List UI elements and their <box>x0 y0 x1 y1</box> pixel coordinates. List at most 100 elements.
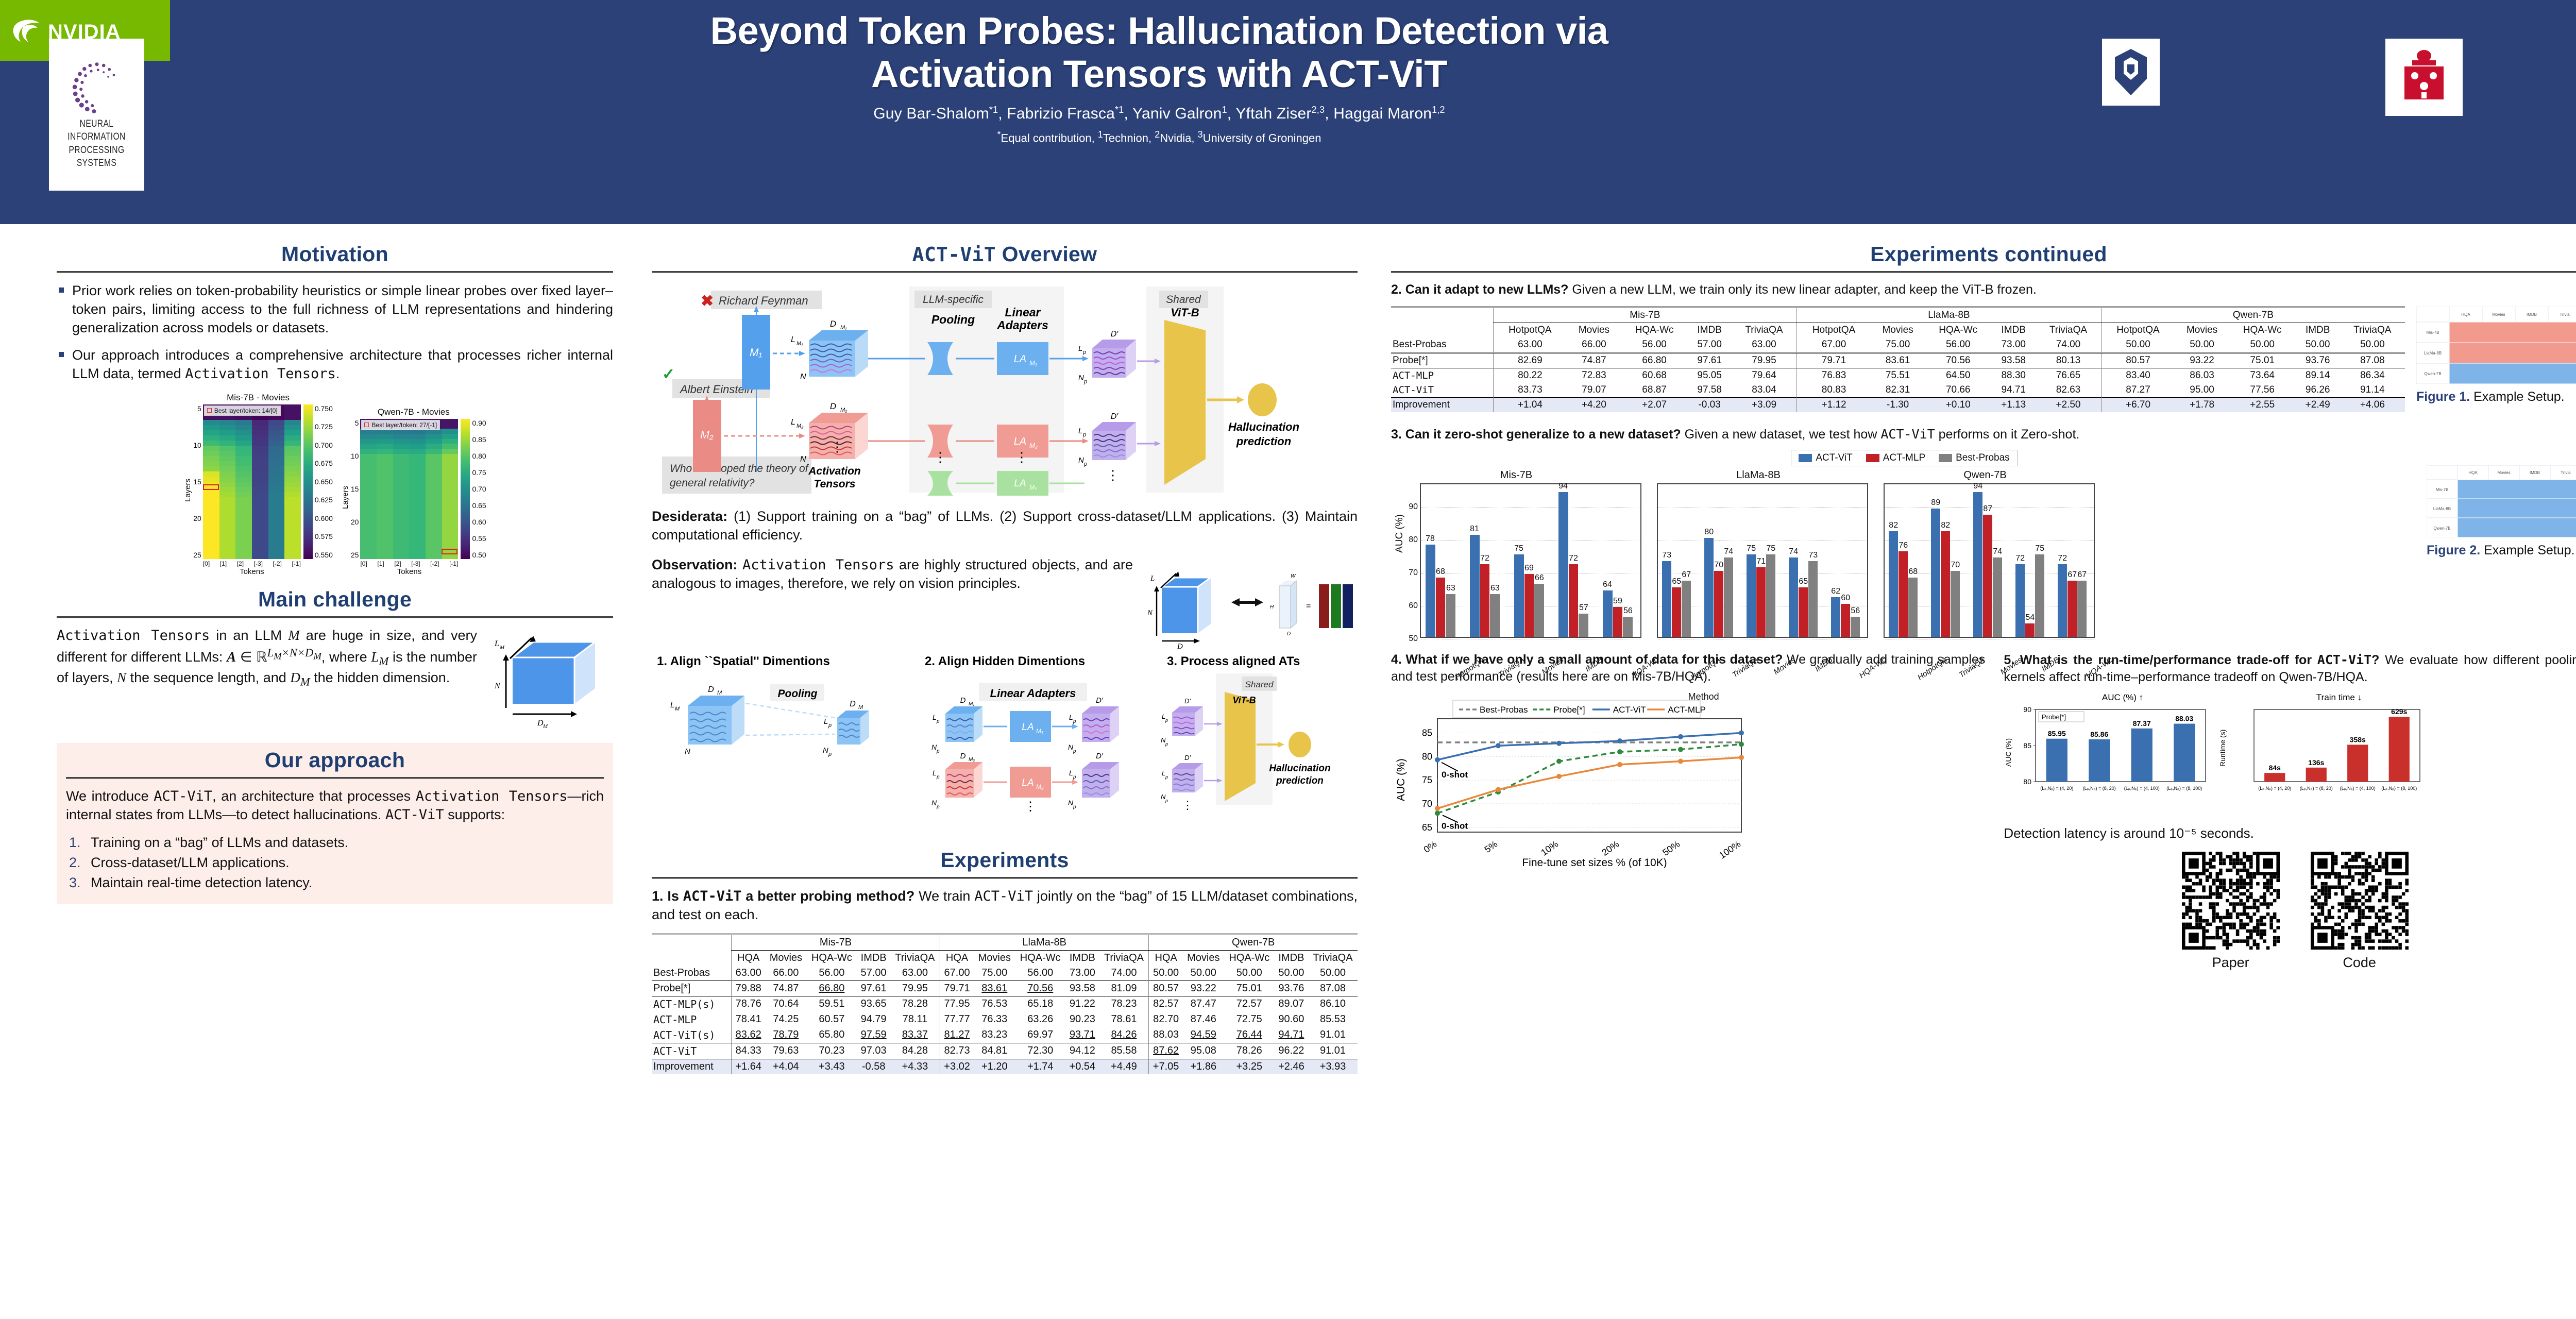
x-tick-label: (Lₚ,Nₚ) = (4, 100) <box>2124 786 2160 791</box>
table-cell: 74.87 <box>773 982 799 994</box>
table-cell: +2.55 <box>2250 399 2275 411</box>
bar-value-label: 72 <box>1480 554 1489 563</box>
bar: 72 <box>1568 554 1579 637</box>
bar: 67 <box>2067 570 2077 637</box>
bar: 65 <box>1672 577 1682 637</box>
motivation-bullets: Prior work relies on token-probability h… <box>57 281 613 383</box>
svg-text:✖: ✖ <box>701 293 714 310</box>
bar: 78 <box>1425 534 1435 637</box>
bar-group: 81 72 63 <box>1469 525 1505 637</box>
table-cell: 78.11 <box>902 1013 928 1025</box>
bar: 73 <box>1808 551 1818 637</box>
svg-text:Linear: Linear <box>1005 306 1041 319</box>
svg-text:p: p <box>1073 774 1076 780</box>
qr-code-paper[interactable] <box>2181 851 2280 950</box>
svg-text:N: N <box>800 373 806 381</box>
svg-text:Movies: Movies <box>2492 312 2505 317</box>
x-tick-label: (Lₚ,Nₚ) = (8, 20) <box>2300 786 2333 791</box>
table-row: ACT-ViT 83.73 79.07 68.87 97.58 83.04 80.83 82.… <box>1391 383 2405 398</box>
table-cell: 93.58 <box>2001 355 2026 366</box>
y-tick-label: 80 <box>2024 777 2032 786</box>
bar-value-label: 65 <box>1799 577 1808 586</box>
svg-text:p: p <box>1083 461 1087 467</box>
bar: 68 <box>1435 567 1446 637</box>
svg-text:L: L <box>1069 769 1073 777</box>
table-row-label: Improvement <box>1393 399 1450 411</box>
table-cell: 96.22 <box>1278 1045 1304 1057</box>
bar: 76 <box>1899 541 1908 637</box>
divider <box>1391 271 2576 273</box>
table-cell: 76.33 <box>981 1013 1008 1025</box>
svg-text:N: N <box>1161 793 1166 801</box>
table-col-header: TriviaQA <box>2353 325 2392 336</box>
table-cell: 88.30 <box>2001 370 2026 381</box>
middle-column: ACT-ViT Overview LLM-specific Shared Ric… <box>652 242 1358 1074</box>
figure-1-block: HQA Movies IMDB Trivia Mis-7B LlaMa-8B Q… <box>2416 306 2576 404</box>
svg-text:general relativity?: general relativity? <box>670 477 755 489</box>
bar: 70 <box>1951 561 1960 637</box>
bar-value-label: 85.95 <box>2048 730 2066 738</box>
table-cell: 93.22 <box>1190 982 1216 994</box>
heatmap-ylabel: Layers <box>341 485 350 509</box>
legend-label: ACT-MLP <box>1883 452 1926 463</box>
bar-value-label: 74 <box>1724 547 1734 556</box>
bar-value-label: 56 <box>1623 606 1633 616</box>
linechart-svg: 65 70 75 80 85 0% 5% 10% 20% 50% 100% AUC (%) Fine-t… <box>1395 687 1744 869</box>
table-row: Best-Probas 63.00 66.00 56.00 57.00 63.00 67.0… <box>1391 337 2405 353</box>
table-cell: 91.01 <box>1320 1045 1346 1057</box>
bar-group: 64 59 56 <box>1602 580 1638 637</box>
svg-text:HQA: HQA <box>2461 312 2470 317</box>
figure-2-label: Figure 2. <box>2427 543 2481 557</box>
svg-text:Albert Einstein: Albert Einstein <box>679 383 753 396</box>
bar-group: 78 68 63 <box>1425 534 1461 637</box>
bar: 60 <box>1841 594 1851 637</box>
table-cell: 74.87 <box>1582 355 1606 366</box>
gridline <box>1885 507 2094 508</box>
svg-text:N: N <box>1147 609 1153 617</box>
table-cell: 50.00 <box>1278 967 1304 978</box>
three-step-alignment-diagram: 1. Align ``Spatial'' Dimentions 2. Align… <box>657 654 1331 814</box>
section-title-our-approach: Our approach <box>264 748 405 772</box>
table-cell: 86.34 <box>2360 370 2385 381</box>
svg-text:M₁: M₁ <box>840 325 847 331</box>
bar-value-label: 70 <box>1714 560 1724 569</box>
heatmap-title: Mis-7B - Movies <box>227 392 290 402</box>
svg-text:p: p <box>936 804 940 810</box>
svg-text:L: L <box>791 418 795 427</box>
table-col-header: IMDB <box>2305 325 2330 336</box>
data-point <box>1739 755 1744 760</box>
table-cell: 59.51 <box>819 998 845 1010</box>
poster-title-line2: Activation Tensors with ACT-ViT <box>871 52 1447 95</box>
heatmap-legend: Best layer/token: 27/[-1] <box>361 419 440 430</box>
best-layer-token-box <box>442 548 458 554</box>
table-cell: 77.95 <box>939 996 974 1012</box>
table2-and-fig1: Mis-7B LlaMa-8B Qwen-7B HotpotQA Movies HQA-W… <box>1391 306 2576 413</box>
table-cell: 78.61 <box>1111 1013 1137 1025</box>
table-cell: 89.14 <box>2305 370 2330 381</box>
table-cell: 66.80 <box>819 982 845 994</box>
bar-group: 94 72 57 <box>1558 482 1594 637</box>
barchart-title: LlaMa-8B <box>1736 469 1781 481</box>
svg-text:L: L <box>791 335 795 344</box>
svg-text:D: D <box>537 719 544 728</box>
bar-value-label: 72 <box>2015 554 2025 563</box>
table-cell: 77.56 <box>2250 384 2275 396</box>
qr-code-repo[interactable] <box>2310 851 2409 950</box>
bar: 74 <box>1724 547 1734 637</box>
bar-group: 73 65 67 <box>1662 551 1696 637</box>
svg-text:D: D <box>1287 631 1291 637</box>
svg-text:L: L <box>1069 713 1073 721</box>
svg-text:LA: LA <box>1014 478 1026 489</box>
experiment-q5-block: 5. What is the run-time/performance trad… <box>2004 651 2576 971</box>
bar: 70 <box>1714 561 1724 637</box>
bar-value-label: 63 <box>1446 583 1455 593</box>
bar-value-label: 74 <box>1993 547 2003 556</box>
table-cell: 75.01 <box>1236 982 1262 994</box>
legend-swatch-best-probas <box>1939 453 1953 462</box>
svg-text:p: p <box>1165 741 1168 747</box>
svg-text:M₂: M₂ <box>1029 442 1038 449</box>
table-cell: 74.00 <box>1111 967 1137 978</box>
svg-text:L: L <box>1162 769 1165 777</box>
bar: 69 <box>1524 564 1534 637</box>
qr-paper-block: Paper <box>2181 851 2280 971</box>
